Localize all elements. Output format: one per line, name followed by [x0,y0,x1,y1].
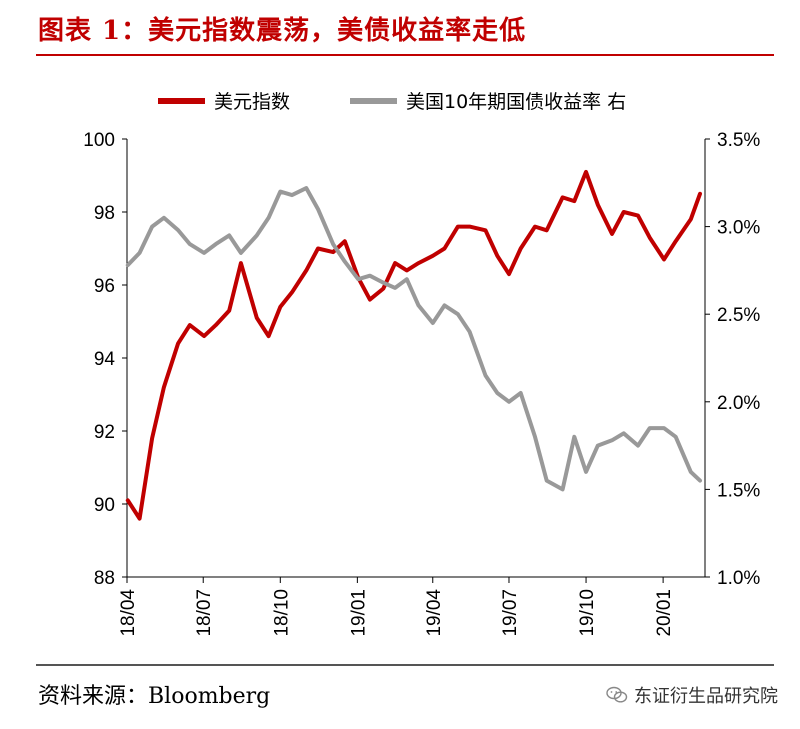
wechat-icon [606,686,628,703]
right-tick-label: 3.0% [717,218,760,239]
footer-divider [36,664,774,666]
x-tick-label: 18/07 [194,589,215,637]
left-tick-label: 100 [83,130,115,151]
series-line-treasury-yield [125,186,702,492]
right-tick-label: 2.0% [717,393,760,414]
x-tick-label: 19/10 [577,589,598,637]
x-tick-label: 19/04 [424,589,445,637]
left-tick-label: 92 [94,422,115,443]
x-tick-label: 19/01 [348,589,369,637]
chart-area: 美元指数 美国10年期国债收益率 右 88 90 92 94 96 98 100 1.0% 1.… [83,91,760,637]
right-tick-label: 1.0% [717,568,760,589]
right-tick-label: 1.5% [717,480,760,501]
x-tick-label: 18/04 [118,589,139,637]
chart-title: 图表 1：美元指数震荡，美债收益率走低 [38,16,527,46]
source-note: 资料来源：Bloomberg [38,684,271,709]
left-tick-label: 98 [94,203,115,224]
legend: 美元指数 美国10年期国债收益率 右 [158,91,626,113]
left-tick-label: 90 [94,495,115,516]
axes: 88 90 92 94 96 98 100 1.0% 1.5% 2.0% 2.5% 3.0% 3.5% 1… [83,130,760,637]
right-tick-label: 3.5% [717,130,760,151]
series-line-dollar-index [125,169,702,521]
x-tick-label: 20/01 [654,589,675,637]
legend-label-dollar-index: 美元指数 [214,91,290,113]
x-tick-label: 18/10 [271,589,292,637]
left-tick-label: 96 [94,276,115,297]
left-tick-label: 94 [94,349,116,370]
x-tick-label: 19/07 [500,589,521,637]
left-tick-label: 88 [94,568,115,589]
series-lines [125,169,702,521]
watermark: 东证衍生品研究院 [606,682,778,708]
title-divider [36,54,774,56]
watermark-text: 东证衍生品研究院 [634,686,778,707]
right-tick-label: 2.5% [717,305,760,326]
legend-label-treasury-yield: 美国10年期国债收益率 右 [406,91,626,113]
